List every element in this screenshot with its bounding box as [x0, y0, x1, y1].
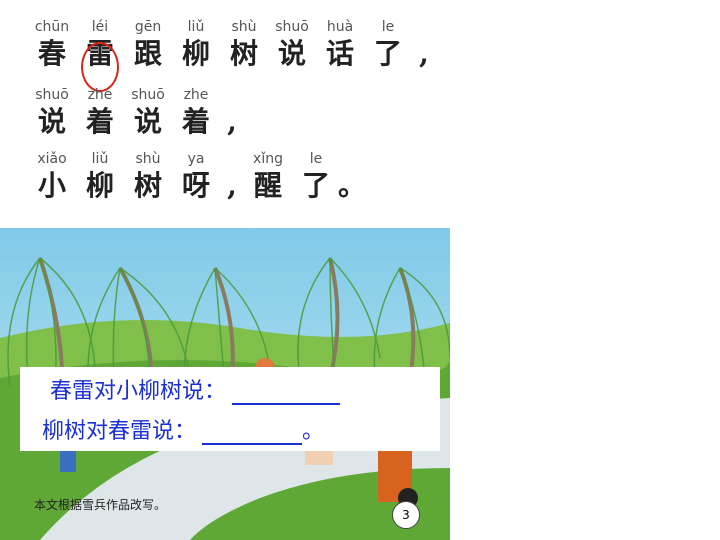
- pinyin: gēn: [134, 19, 162, 35]
- char-cell: liǔ 柳: [172, 18, 220, 72]
- hanzi: 了: [373, 37, 402, 70]
- pinyin: le: [381, 19, 395, 35]
- hanzi: 春: [37, 37, 66, 70]
- pinyin: xǐng: [253, 151, 283, 167]
- text-line-2: shuō 说 zhe 着 shuō 说 zhe 着 ,: [28, 86, 244, 140]
- hanzi: 了: [301, 169, 330, 202]
- hanzi: ,: [227, 169, 237, 202]
- char-cell: xǐng 醒: [244, 150, 292, 204]
- pinyin: liǔ: [91, 151, 109, 167]
- pinyin: shuō: [131, 87, 165, 103]
- pinyin: chūn: [34, 19, 70, 35]
- source-credit: 本文根据雪兵作品改写。: [34, 498, 167, 512]
- question-2-text: 柳树对春雷说：: [42, 419, 197, 444]
- hanzi: 跟: [133, 37, 162, 70]
- hanzi: 柳: [181, 37, 210, 70]
- pinyin: huà: [326, 19, 354, 35]
- hanzi: 醒: [253, 169, 282, 202]
- char-cell: shuō 说: [268, 18, 316, 72]
- pinyin: xiǎo: [37, 151, 67, 167]
- char-cell: ya 呀: [172, 150, 220, 204]
- hanzi: 话: [325, 37, 354, 70]
- question-2-end: 。: [302, 419, 325, 444]
- pinyin: shù: [135, 151, 161, 167]
- hanzi: 说: [277, 37, 306, 70]
- pinyin: shuō: [35, 87, 69, 103]
- hanzi: 呀: [181, 169, 210, 202]
- hanzi: 着: [85, 105, 114, 138]
- pinyin: zhe: [87, 87, 113, 103]
- hanzi: 树: [229, 37, 258, 70]
- char-cell: shù 树: [220, 18, 268, 72]
- hanzi: 。: [338, 169, 367, 202]
- char-cell: huà 话: [316, 18, 364, 72]
- char-cell: shuō 说: [28, 86, 76, 140]
- char-cell: shuō 说: [124, 86, 172, 140]
- hanzi: 着: [181, 105, 210, 138]
- pinyin: shuō: [275, 19, 309, 35]
- answer-blank-2[interactable]: [202, 421, 303, 445]
- pinyin: liǔ: [187, 19, 205, 35]
- hanzi: 树: [133, 169, 162, 202]
- pinyin: léi: [91, 19, 109, 35]
- highlight-circle: [81, 42, 119, 92]
- punctuation-cell: ,: [220, 150, 244, 204]
- hanzi: ,: [227, 105, 237, 138]
- hanzi: 说: [133, 105, 162, 138]
- char-cell: chūn 春: [28, 18, 76, 72]
- char-cell: zhe 着: [172, 86, 220, 140]
- question-2: 柳树对春雷说： 。: [42, 413, 324, 445]
- hanzi: ,: [419, 37, 429, 70]
- text-line-3: xiǎo 小 liǔ 柳 shù 树 ya 呀 , xǐng 醒 le 了 。: [28, 150, 367, 204]
- punctuation-cell: ,: [412, 18, 436, 72]
- hanzi: 小: [37, 169, 66, 202]
- answer-blank-1[interactable]: [232, 381, 341, 405]
- pinyin: le: [309, 151, 323, 167]
- pinyin: ya: [187, 151, 205, 167]
- char-cell: le 了: [292, 150, 340, 204]
- char-cell: le 了: [364, 18, 412, 72]
- question-1-text: 春雷对小柳树说：: [50, 379, 227, 404]
- char-cell: zhe 着: [76, 86, 124, 140]
- char-cell: liǔ 柳: [76, 150, 124, 204]
- hanzi: 说: [37, 105, 66, 138]
- hanzi: 柳: [85, 169, 114, 202]
- text-line-1: chūn 春 léi 雷 gēn 跟 liǔ 柳 shù 树 shuō 说 huà 话 le 了…: [28, 18, 436, 72]
- char-cell: shù 树: [124, 150, 172, 204]
- question-1: 春雷对小柳树说：: [50, 373, 341, 405]
- punctuation-cell: ,: [220, 86, 244, 140]
- page-number: 3: [392, 501, 420, 529]
- question-box: 春雷对小柳树说： 柳树对春雷说： 。: [20, 367, 440, 451]
- pinyin: zhe: [183, 87, 209, 103]
- pinyin: shù: [231, 19, 257, 35]
- punctuation-cell: 。: [338, 150, 367, 204]
- char-cell: gēn 跟: [124, 18, 172, 72]
- char-cell: xiǎo 小: [28, 150, 76, 204]
